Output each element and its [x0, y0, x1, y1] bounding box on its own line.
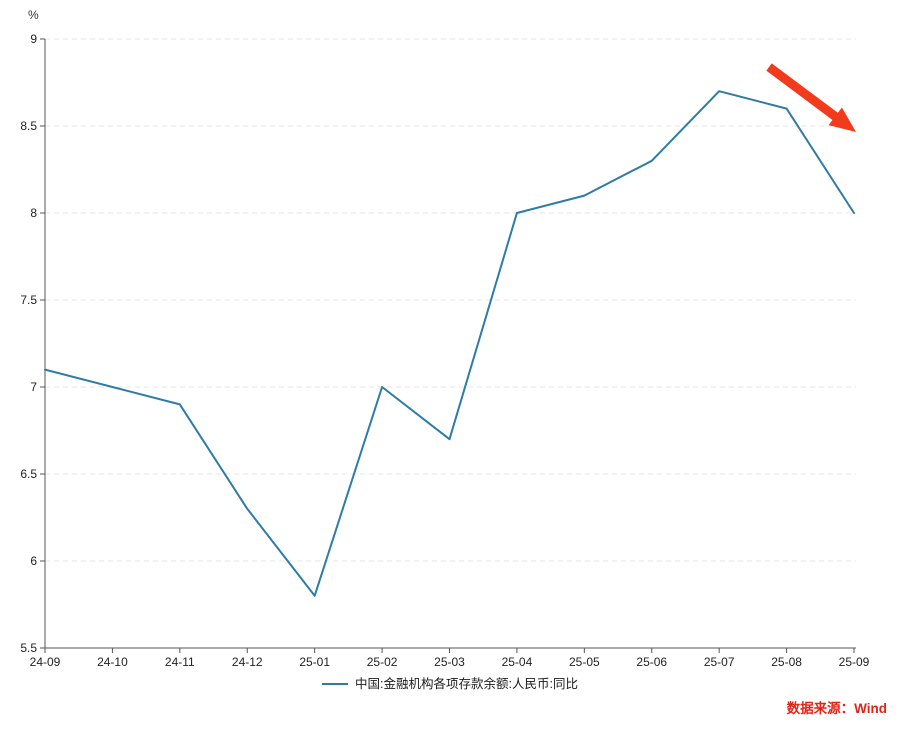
y-tick-label: 6	[30, 554, 37, 568]
y-tick-label: 9	[30, 32, 37, 46]
x-tick-label: 25-05	[569, 655, 600, 669]
x-tick-label: 24-09	[30, 655, 61, 669]
y-tick-label: 5.5	[20, 641, 37, 655]
y-tick-label: 6.5	[20, 467, 37, 481]
y-tick-label: 7.5	[20, 293, 37, 307]
x-tick-label: 25-02	[367, 655, 398, 669]
y-tick-label: 8	[30, 206, 37, 220]
data-source-note: 数据来源：Wind	[786, 701, 887, 716]
y-tick-label: 7	[30, 380, 37, 394]
x-tick-label: 25-06	[636, 655, 667, 669]
deposit-yoy-line	[44, 90, 855, 597]
y-tick-label: 8.5	[20, 119, 37, 133]
x-tick-label: 25-09	[839, 655, 870, 669]
trend-arrow-icon	[828, 107, 856, 132]
x-tick-label: 25-03	[434, 655, 465, 669]
x-tick-label: 24-11	[165, 655, 195, 669]
x-tick-label: 25-04	[502, 655, 533, 669]
legend: 中国:金融机构各项存款余额:人民币:同比	[0, 678, 900, 691]
x-tick-label: 24-12	[232, 655, 263, 669]
x-tick-label: 25-08	[771, 655, 802, 669]
legend-line-icon	[322, 683, 349, 686]
x-tick-label: 25-07	[704, 655, 735, 669]
x-tick-label: 24-10	[97, 655, 128, 669]
legend-label: 中国:金融机构各项存款余额:人民币:同比	[355, 677, 578, 691]
y-axis-unit-label: %	[28, 8, 39, 22]
trend-arrow-shaft	[766, 63, 839, 121]
x-tick-label: 25-01	[299, 655, 330, 669]
